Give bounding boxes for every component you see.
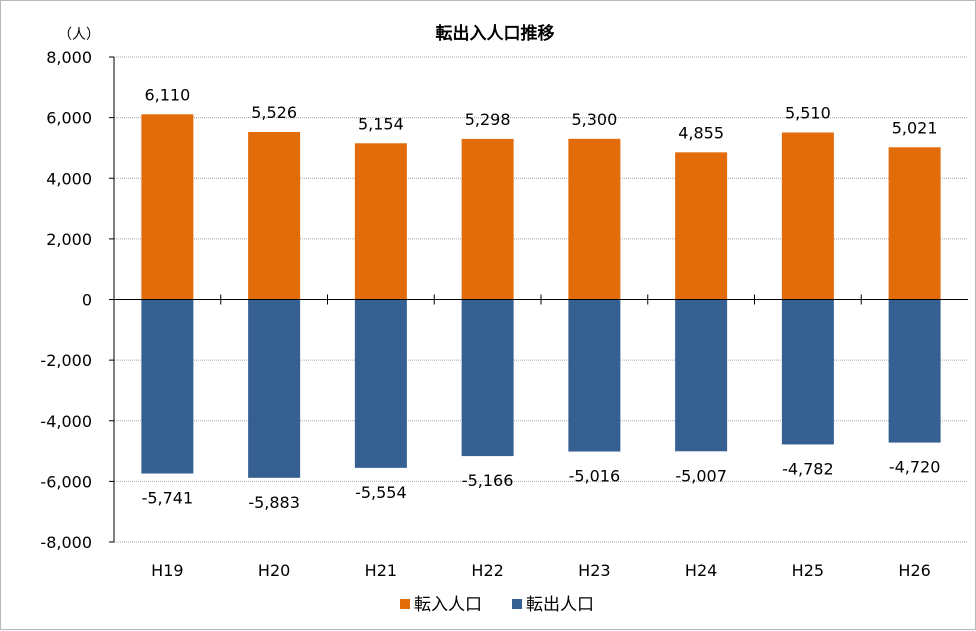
bar-in-H23 — [568, 138, 621, 300]
legend-swatch — [400, 599, 410, 609]
data-label-out: -4,782 — [782, 459, 834, 478]
y-tick-label: 4,000 — [46, 169, 92, 188]
y-tick-label: 6,000 — [46, 109, 92, 128]
data-label-out: -5,883 — [248, 493, 300, 512]
x-tick-label: H19 — [151, 561, 183, 580]
bar-in-H26 — [888, 147, 941, 300]
bar-out-H22 — [461, 299, 514, 457]
bar-in-H24 — [675, 152, 728, 300]
x-tick-label: H25 — [792, 561, 824, 580]
legend: 転入人口 転出人口 — [400, 595, 594, 615]
data-label-out: -4,720 — [889, 458, 941, 477]
data-label-in: 5,510 — [785, 103, 831, 122]
legend-swatch — [512, 599, 522, 609]
bar-out-H25 — [781, 299, 834, 445]
bar-out-H26 — [888, 299, 941, 443]
bar-out-H21 — [354, 299, 407, 468]
data-label-out: -5,007 — [675, 466, 727, 485]
x-tick-label: H22 — [471, 561, 503, 580]
y-tick-label: -8,000 — [40, 533, 92, 552]
axes — [113, 57, 968, 542]
y-axis-unit-label: （人） — [58, 27, 100, 43]
bar-in-H22 — [461, 138, 514, 300]
bar-in-H25 — [781, 132, 834, 300]
bar-in-H21 — [354, 143, 407, 300]
data-labels: 6,110 -5,741 5,526 -5,883 5,154 -5,554 5,298 -5… — [142, 85, 941, 512]
y-tick-label: -4,000 — [40, 412, 92, 431]
y-tick-labels: 8,000 6,000 4,000 2,000 0 -2,000 -4,000 -6,000 -… — [40, 48, 114, 552]
bar-out-H24 — [675, 299, 728, 452]
data-label-in: 5,298 — [465, 110, 511, 129]
bar-out-H23 — [568, 299, 621, 452]
y-tick-label: -2,000 — [40, 351, 92, 370]
x-tick-label: H20 — [258, 561, 290, 580]
bar-out-H20 — [248, 299, 301, 478]
data-label-in: 5,526 — [251, 103, 297, 122]
data-label-in: 4,855 — [678, 123, 724, 142]
legend-label: 転出人口 — [526, 595, 594, 615]
x-tick-label: H21 — [365, 561, 397, 580]
data-label-in: 5,154 — [358, 114, 404, 133]
x-tick-labels: H19 H20 H21 H22 H23 H24 H25 H26 — [151, 561, 931, 580]
legend-label: 転入人口 — [414, 595, 482, 615]
chart-title: 転出入人口推移 — [436, 23, 555, 44]
x-tick-label: H26 — [898, 561, 930, 580]
data-label-in: 5,300 — [571, 110, 617, 129]
bar-out-H19 — [141, 299, 194, 474]
bar-in-H19 — [141, 114, 194, 300]
data-label-in: 6,110 — [144, 85, 190, 104]
y-tick-label: 8,000 — [46, 48, 92, 67]
y-tick-label: 2,000 — [46, 230, 92, 249]
bars — [141, 114, 941, 478]
data-label-out: -5,016 — [569, 467, 621, 486]
y-tick-label: -6,000 — [40, 472, 92, 491]
data-label-in: 5,021 — [892, 118, 938, 137]
y-tick-label: 0 — [82, 291, 92, 310]
data-label-out: -5,554 — [355, 483, 407, 502]
x-tick-label: H24 — [685, 561, 717, 580]
data-label-out: -5,741 — [142, 489, 194, 508]
x-tick-label: H23 — [578, 561, 610, 580]
bar-in-H20 — [248, 131, 301, 300]
data-label-out: -5,166 — [462, 471, 514, 490]
